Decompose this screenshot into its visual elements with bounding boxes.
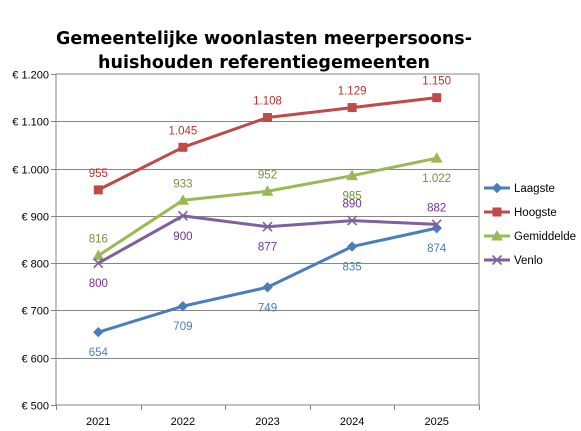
y-tick-label: € 700 [21,306,49,318]
data-label-venlo: 800 [89,278,108,290]
data-labels: 654 709 749 835 874 955 1.045 1.108 1.129 1.150 81… [89,76,451,360]
data-label-gemiddelde: 933 [173,178,192,190]
y-tick-label: € 600 [21,354,49,366]
legend-label-hoogste: Hoogste [514,207,557,219]
legend-label-venlo: Venlo [514,255,543,267]
legend-marker-gemiddelde [491,229,503,241]
axes: € 500 € 600 € 700 € 800 € 900 € 1.000 € 1.100 €… [12,70,480,428]
y-tick-label: € 500 [21,401,49,413]
data-label-laagste: 709 [173,321,192,333]
x-tick-label: 2021 [86,416,110,428]
data-point-gemiddelde [177,194,189,205]
data-label-venlo: 877 [258,242,277,254]
x-tick-label: 2025 [424,416,448,428]
data-label-hoogste: 1.129 [338,86,367,98]
data-point-gemiddelde [92,249,105,261]
data-point-hoogste [263,113,272,123]
data-point-gemiddelde [430,152,443,163]
plot-area-border [55,73,480,406]
data-label-laagste: 835 [343,262,362,274]
y-tick-label: € 1.100 [12,117,49,129]
data-point-gemiddelde [261,185,274,196]
data-point-laagste [93,326,104,338]
y-tick-label: € 1.000 [12,165,49,177]
data-point-hoogste [178,142,188,152]
chart-title-line-1: Gemeentelijke woonlasten meerpersoons- [56,29,472,49]
data-label-laagste: 874 [427,243,447,255]
data-point-venlo [431,219,442,230]
legend-marker-venlo [491,254,503,266]
data-point-laagste [262,282,273,293]
legend-item-hoogste: Hoogste [484,207,557,219]
y-tick-label: € 900 [21,212,49,224]
data-point-gemiddelde [346,169,358,181]
legend: Laagste Hoogste Gemiddelde Venlo [484,182,576,267]
legend-item-laagste: Laagste [484,182,555,195]
series-group [92,93,443,338]
data-label-venlo: 890 [343,199,362,211]
legend-label-gemiddelde: Gemiddelde [514,231,576,243]
data-point-laagste [346,241,358,252]
legend-item-gemiddelde: Gemiddelde [484,229,576,243]
data-label-hoogste: 955 [89,168,108,180]
legend-marker-laagste [491,182,503,194]
x-tick-label: 2023 [255,416,279,428]
data-label-hoogste: 1.108 [253,96,282,108]
data-label-hoogste: 1.045 [169,125,198,137]
x-tick-label: 2024 [340,416,364,428]
chart-title-line-2: huishouden referentiegemeenten [98,53,430,73]
y-tick-label: € 1.200 [12,70,49,82]
data-point-venlo [347,215,358,226]
data-point-laagste [177,300,189,312]
legend-marker-hoogste [492,207,502,217]
data-label-gemiddelde: 985 [343,191,362,203]
data-label-laagste: 749 [258,302,277,314]
data-label-venlo: 900 [173,231,192,243]
x-tick-label: 2022 [171,416,195,428]
data-label-gemiddelde: 1.022 [422,173,451,185]
data-label-gemiddelde: 816 [89,234,108,246]
legend-item-venlo: Venlo [484,254,543,267]
data-label-venlo: 882 [427,202,446,214]
data-label-gemiddelde: 952 [258,169,277,181]
legend-label-laagste: Laagste [514,183,555,195]
data-label-hoogste: 1.150 [422,76,451,88]
data-point-venlo [262,221,273,232]
data-point-hoogste [432,93,442,103]
data-point-hoogste [93,185,103,195]
data-label-laagste: 654 [89,347,109,359]
data-point-hoogste [347,103,357,113]
y-tick-label: € 800 [21,259,49,271]
data-point-venlo [177,210,188,221]
data-point-venlo [93,258,104,269]
